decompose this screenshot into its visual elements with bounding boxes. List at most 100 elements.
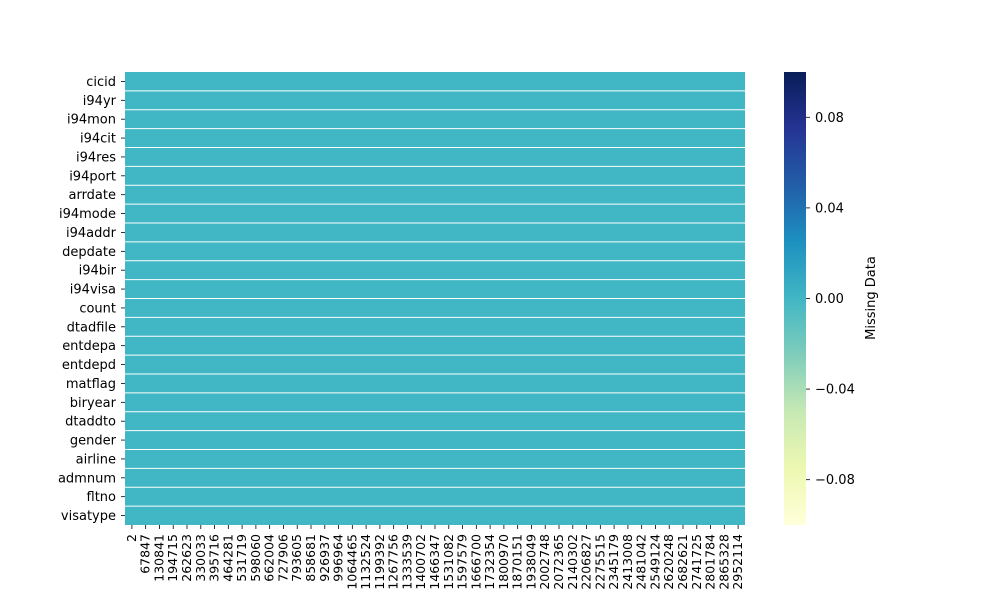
column-label: 2413008	[620, 534, 635, 590]
row-label: i94addr	[66, 226, 117, 241]
column-label: 2002748	[537, 534, 552, 590]
heatmap-row-cell	[125, 279, 745, 299]
colorbar-tick-label: 0.08	[815, 111, 844, 126]
column-label: 2620248	[661, 534, 676, 590]
heatmap-row-cell	[125, 147, 745, 167]
heatmap-row-cell	[125, 166, 745, 186]
column-label: 996964	[331, 534, 346, 582]
column-label: 2549124	[647, 534, 662, 590]
row-label: i94port	[69, 169, 116, 184]
column-label: 598060	[248, 534, 263, 582]
row-label: i94mode	[59, 207, 116, 222]
column-label: 2206827	[579, 534, 594, 590]
heatmap-row-cell	[125, 185, 745, 205]
row-label: admnum	[58, 471, 116, 486]
row-label: matflag	[66, 377, 116, 392]
heatmap-row-cell	[125, 317, 745, 337]
heatmap-row-cell	[125, 355, 745, 374]
heatmap-row-cell	[125, 241, 745, 261]
heatmap-row-cell	[125, 392, 745, 412]
heatmap-row-cell	[125, 449, 745, 469]
column-label: 1333539	[399, 534, 414, 590]
colorbar-label: Missing Data	[864, 256, 879, 340]
heatmap-row-cell	[125, 430, 745, 450]
heatmap-row-cell	[125, 204, 745, 223]
column-label: 1732354	[482, 534, 497, 590]
column-label: 2345179	[606, 534, 621, 590]
heatmap-row-cell	[125, 72, 745, 91]
row-label: biryear	[70, 396, 117, 411]
column-label: 1597579	[455, 534, 470, 590]
heatmap-row-cell	[125, 298, 745, 318]
heatmap-row-cell	[125, 411, 745, 431]
column-labels: 2678471308411947152626233300333957164642…	[124, 525, 745, 590]
column-label: 2682621	[675, 534, 690, 590]
heatmap-row-cell	[125, 336, 745, 356]
column-label: 662004	[262, 534, 277, 582]
row-label: entdepd	[62, 358, 116, 373]
row-label: i94visa	[70, 283, 116, 298]
heatmap-row-cell	[125, 487, 745, 507]
row-label: visatype	[61, 509, 116, 524]
column-label: 464281	[220, 534, 235, 582]
row-label: depdate	[62, 245, 116, 260]
column-label: 1938049	[523, 534, 538, 590]
colorbar-tick-label: −0.04	[815, 383, 855, 398]
row-label: i94yr	[83, 94, 117, 109]
row-label: i94res	[76, 150, 116, 165]
column-label: 727906	[275, 534, 290, 582]
colorbar-tick-label: −0.08	[815, 473, 855, 488]
row-label: i94cit	[80, 132, 116, 147]
column-label: 2481042	[634, 534, 649, 590]
heatmap-row-cell	[125, 90, 745, 110]
column-label: 1132524	[358, 534, 373, 590]
heatmap-row-cell	[125, 374, 745, 393]
row-label: entdepa	[62, 339, 116, 354]
column-label: 1800970	[496, 534, 511, 590]
row-label: cicid	[86, 75, 116, 90]
column-label: 1199392	[372, 534, 387, 590]
column-label: 194715	[165, 534, 180, 582]
column-label: 1870151	[510, 534, 525, 590]
column-label: 793605	[289, 534, 304, 582]
heatmap-row-cell	[125, 128, 745, 148]
column-label: 531719	[234, 534, 249, 582]
column-label: 1064465	[344, 534, 359, 590]
heatmap-cells	[125, 72, 745, 525]
heatmap-row-cell	[125, 260, 745, 280]
row-label: i94bir	[79, 264, 117, 279]
row-label: i94mon	[67, 113, 116, 128]
row-label: dtaddto	[65, 415, 116, 430]
row-label: airline	[76, 452, 116, 467]
column-label: 2140302	[565, 534, 580, 590]
row-label: count	[79, 301, 116, 316]
column-label: 330033	[193, 534, 208, 582]
heatmap-row-cell	[125, 223, 745, 242]
colorbar-gradient	[784, 72, 806, 525]
column-label: 2072365	[551, 534, 566, 590]
column-label: 1666700	[468, 534, 483, 590]
column-label: 2741725	[689, 534, 704, 590]
row-label: arrdate	[68, 188, 116, 203]
column-label: 130841	[151, 534, 166, 582]
colorbar-ticks: 0.08 0.04 0.00 −0.04 −0.08	[806, 111, 855, 488]
column-label: 1400702	[413, 534, 428, 590]
column-label: 2865328	[716, 534, 731, 590]
heatmap-row-cell	[125, 506, 745, 525]
colorbar-tick-label: 0.00	[815, 292, 844, 307]
column-label: 1267756	[386, 534, 401, 590]
row-label: dtadfile	[67, 320, 116, 335]
colorbar-tick-label: 0.04	[815, 201, 844, 216]
row-label: fltno	[87, 490, 117, 505]
column-label: 395716	[207, 534, 222, 582]
column-label: 1466347	[427, 534, 442, 590]
column-label: 262623	[179, 534, 194, 582]
column-label: 67847	[138, 534, 153, 574]
column-label: 858681	[303, 534, 318, 582]
column-label: 926937	[317, 534, 332, 582]
column-label: 1531082	[441, 534, 456, 590]
column-label: 2952114	[730, 534, 745, 590]
row-label: gender	[70, 434, 117, 449]
